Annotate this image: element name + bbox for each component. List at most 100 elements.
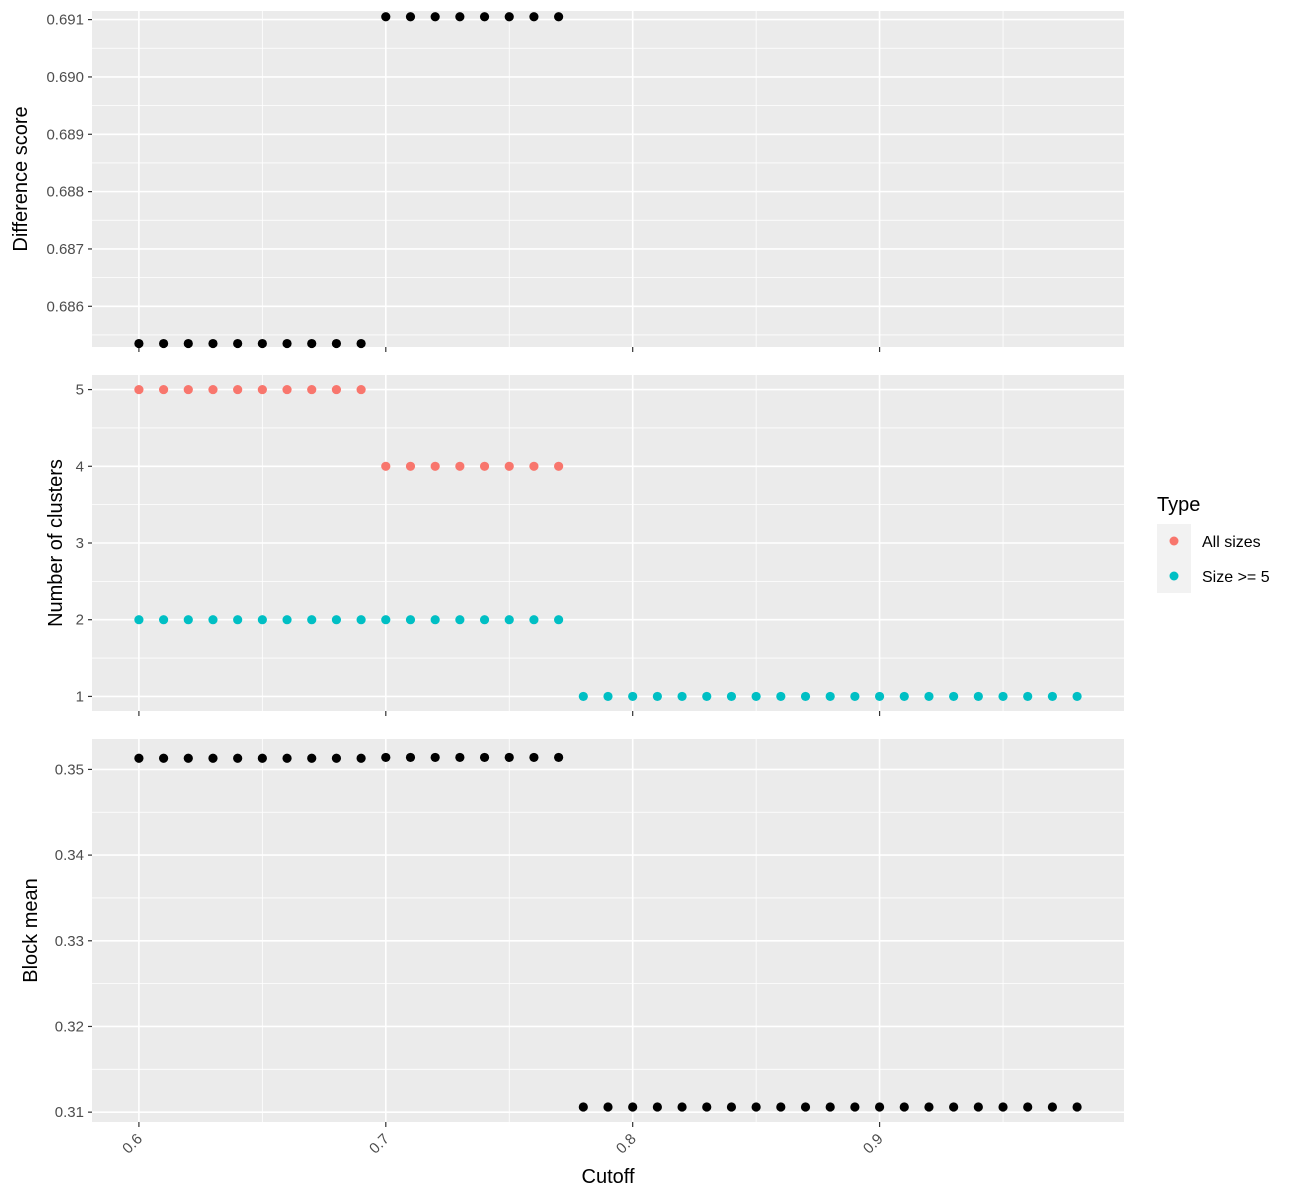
series-points <box>134 752 1082 1112</box>
data-point <box>800 1102 811 1112</box>
data-point <box>504 615 514 625</box>
panel-background <box>92 11 1124 347</box>
data-point <box>850 1102 860 1112</box>
data-point <box>405 615 416 625</box>
data-point <box>183 615 193 625</box>
data-point <box>800 691 811 702</box>
data-point <box>554 461 564 471</box>
data-point <box>134 615 144 625</box>
series-all-sizes <box>134 384 564 471</box>
data-point <box>874 691 885 702</box>
data-point <box>479 752 490 763</box>
data-point <box>430 461 440 471</box>
x-tick-label: 0.8 <box>613 1131 640 1158</box>
data-point <box>331 338 342 349</box>
x-tick-label: 0.6 <box>119 1131 146 1158</box>
data-point <box>776 1102 786 1112</box>
y-tick-label: 0.687 <box>46 241 84 258</box>
data-point <box>949 1102 959 1112</box>
data-point <box>726 1102 737 1112</box>
y-tick-label: 2 <box>76 612 84 629</box>
data-point <box>381 752 391 763</box>
data-point <box>307 384 317 395</box>
y-tick-label: 3 <box>76 535 84 552</box>
panel-bottom: 0.31 0.32 0.33 0.34 0.35 Block mean 0.6 0.7 0.8 0… <box>20 739 1124 1157</box>
legend-key-all-sizes <box>1169 536 1179 546</box>
data-point <box>899 1102 909 1112</box>
y-tick-label: 4 <box>76 458 84 475</box>
data-point <box>504 12 514 22</box>
data-point <box>504 752 514 763</box>
data-point <box>899 691 909 702</box>
data-point <box>233 338 243 349</box>
data-point <box>603 691 613 702</box>
data-point <box>554 12 564 22</box>
data-point <box>578 691 588 702</box>
y-tick-label: 5 <box>76 382 84 399</box>
data-point <box>554 752 564 763</box>
data-point <box>628 1102 638 1112</box>
data-point <box>282 753 292 763</box>
panel-background <box>92 739 1124 1122</box>
data-point <box>356 615 366 625</box>
data-point <box>776 691 786 702</box>
data-point <box>1023 1102 1033 1112</box>
data-point <box>924 691 934 702</box>
data-point <box>998 1102 1008 1112</box>
data-point <box>307 338 317 349</box>
data-point <box>726 691 737 702</box>
y-tick-label: 0.34 <box>55 847 84 864</box>
legend: Type All sizes Size >= 5 <box>1157 494 1270 593</box>
data-point <box>158 338 169 349</box>
data-point <box>455 752 465 763</box>
data-point <box>825 691 835 702</box>
data-point <box>677 691 687 702</box>
data-point <box>134 384 144 395</box>
data-point <box>257 384 267 395</box>
data-point <box>430 615 440 625</box>
data-point <box>1047 1102 1058 1112</box>
data-point <box>578 1102 588 1112</box>
data-point <box>356 753 366 763</box>
y-tick-label: 0.31 <box>55 1104 84 1121</box>
data-point <box>1072 691 1082 702</box>
data-point <box>331 615 342 625</box>
data-point <box>405 461 416 471</box>
data-point <box>208 338 218 349</box>
data-point <box>208 384 218 395</box>
data-point <box>479 615 490 625</box>
data-point <box>1047 691 1058 702</box>
data-point <box>405 12 416 22</box>
data-point <box>751 691 761 702</box>
data-point <box>233 384 243 395</box>
legend-title: Type <box>1157 494 1200 516</box>
y-tick-label: 1 <box>76 688 84 705</box>
y-tick-label: 0.689 <box>46 126 84 143</box>
data-point <box>652 691 662 702</box>
data-point <box>183 753 193 763</box>
data-point <box>1072 1102 1082 1112</box>
series-size-5 <box>134 615 1082 702</box>
data-point <box>949 691 959 702</box>
x-tick-label: 0.7 <box>366 1131 393 1158</box>
panel-top: 0.686 0.687 0.688 0.689 0.690 0.691 Difference… <box>10 11 1124 352</box>
data-point <box>1023 691 1033 702</box>
data-point <box>381 615 391 625</box>
y-tick-label: 0.688 <box>46 184 84 201</box>
data-point <box>554 615 564 625</box>
data-point <box>751 1102 761 1112</box>
data-point <box>628 691 638 702</box>
data-point <box>158 753 169 763</box>
data-point <box>307 753 317 763</box>
data-point <box>702 1102 712 1112</box>
panels-layer: 0.686 0.687 0.688 0.689 0.690 0.691 Difference… <box>10 11 1124 1157</box>
legend-key-background <box>1157 524 1191 593</box>
data-point <box>282 338 292 349</box>
data-point <box>702 691 712 702</box>
data-point <box>233 753 243 763</box>
data-point <box>381 461 391 471</box>
y-axis-title: Block mean <box>20 878 42 983</box>
data-point <box>973 1102 983 1112</box>
data-point <box>257 615 267 625</box>
legend-label-all-sizes: All sizes <box>1202 534 1261 551</box>
